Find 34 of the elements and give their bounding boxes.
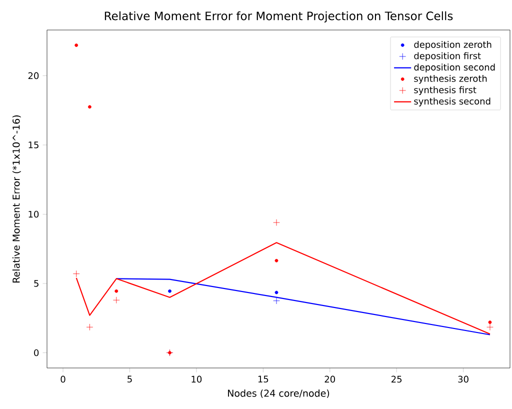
line-series [116,278,491,336]
point [486,324,494,331]
x-tick-label: 20 [324,376,335,383]
point [112,296,120,304]
legend-label: deposition zeroth [414,40,492,50]
x-tick-label: 25 [392,376,402,383]
x-tick-label: 10 [192,376,202,383]
legend-label: synthesis first [414,86,476,96]
point [274,290,278,294]
point [273,219,280,226]
y-tick-label: 10 [28,210,39,218]
y-tick-label: 5 [34,280,38,287]
chart-title: Relative Moment Error for Moment Projection on Tensor Cells [104,11,453,22]
x-tick-label: 15 [258,376,268,382]
point [273,297,280,304]
point [168,289,172,293]
legend-label: deposition first [414,52,481,61]
x-tick-label: 5 [128,376,132,382]
x-axis-title: Nodes (24 core/node) [228,389,330,398]
point [274,258,278,262]
legend-label: synthesis zeroth [414,74,487,84]
y-tick-label: 15 [28,142,38,148]
point [88,105,92,109]
x-tick-label: 30 [458,376,468,383]
x-tick-label: 0 [60,376,66,383]
y-tick-label: 0 [34,349,39,356]
y-axis-title: Relative Moment Error (*1x10^-16) [12,115,21,282]
point [74,44,78,47]
y-tick-label: 20 [28,72,39,80]
point [488,320,492,324]
legend-label: deposition second [414,64,495,72]
point [114,289,118,293]
point [86,324,94,331]
legend-label: synthesis second [414,98,490,106]
